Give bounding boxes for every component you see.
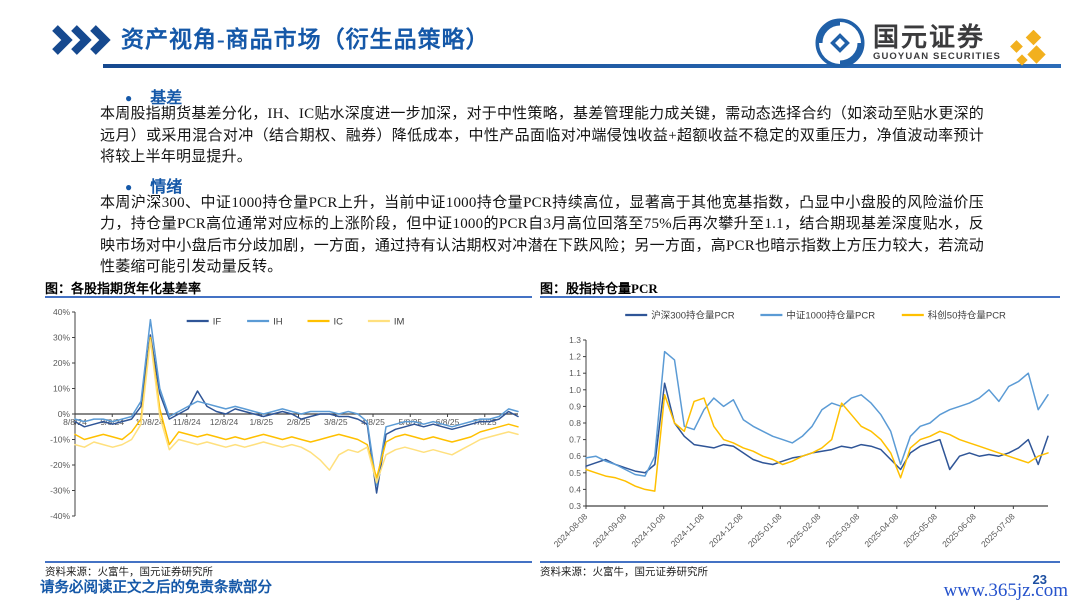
svg-text:0.5: 0.5: [569, 468, 581, 478]
logo-text-cn: 国元证券: [872, 22, 985, 52]
svg-text:2025-05-08: 2025-05-08: [901, 511, 939, 549]
svg-text:IM: IM: [394, 317, 405, 328]
company-logo: 国元证券 GUOYUAN SECURITIES: [814, 16, 1048, 70]
figure-pcr-source: 资料来源：火富牛，国元证券研究所: [540, 567, 708, 578]
svg-text:20%: 20%: [53, 358, 70, 368]
svg-text:2024-09-08: 2024-09-08: [590, 511, 628, 549]
svg-text:1/8/25: 1/8/25: [249, 417, 273, 427]
title-rule: [103, 64, 1061, 68]
svg-text:0.4: 0.4: [569, 484, 581, 494]
section-heading-label: 基差: [150, 90, 183, 107]
svg-text:12/8/24: 12/8/24: [210, 417, 239, 427]
svg-text:沪深300持仓量PCR: 沪深300持仓量PCR: [651, 310, 735, 322]
svg-text:IH: IH: [273, 317, 283, 328]
logo-diamonds-icon: [1010, 30, 1046, 66]
svg-text:2024-08-08: 2024-08-08: [552, 511, 590, 549]
svg-text:6/8/25: 6/8/25: [436, 417, 460, 427]
page-number: 23: [1032, 572, 1047, 587]
svg-text:IF: IF: [213, 317, 222, 328]
svg-text:1.2: 1.2: [569, 352, 581, 362]
svg-text:中证1000持仓量PCR: 中证1000持仓量PCR: [786, 310, 875, 322]
svg-text:1.1: 1.1: [569, 368, 581, 378]
figure-basis-title: 图：各股指期货年化基差率: [45, 281, 202, 296]
section-body-sentiment: 本周沪深300、中证1000持仓量PCR上升，当前中证1000持仓量PCR持续高…: [100, 194, 984, 276]
svg-text:1.3: 1.3: [569, 335, 581, 345]
svg-text:2024-10-08: 2024-10-08: [629, 511, 667, 549]
svg-text:-30%: -30%: [50, 486, 70, 496]
svg-text:2025-04-08: 2025-04-08: [862, 511, 900, 549]
section-heading-basis: ● 基差: [125, 84, 1042, 107]
svg-text:30%: 30%: [53, 333, 70, 343]
section-body-basis: 本周股指期货基差分化，IH、IC贴水深度进一步加深，对于中性策略，基差管理能力成…: [100, 106, 984, 165]
figure-basis-source: 资料来源：火富牛，国元证券研究所: [45, 567, 213, 578]
svg-text:2025-03-08: 2025-03-08: [824, 511, 862, 549]
svg-text:IC: IC: [334, 317, 344, 328]
watermark: www.365jz.com: [943, 580, 1068, 601]
svg-text:2024-11-08: 2024-11-08: [669, 511, 707, 549]
svg-text:1.0: 1.0: [569, 385, 581, 395]
bullet-icon: ●: [125, 179, 133, 194]
svg-text:-20%: -20%: [50, 460, 70, 470]
section-heading-label: 情绪: [150, 178, 183, 196]
bullet-icon: ●: [125, 91, 133, 105]
section-heading-sentiment: ● 情绪: [125, 173, 1042, 196]
figure-pcr-top-rule: [540, 296, 1060, 298]
svg-text:11/8/24: 11/8/24: [173, 417, 201, 427]
chevrons-icon: [52, 25, 111, 55]
svg-text:-10%: -10%: [50, 435, 70, 445]
svg-text:10%: 10%: [53, 384, 70, 394]
svg-text:3/8/25: 3/8/25: [324, 417, 348, 427]
pcr-chart: 0.3 0.4 0.5 0.6 0.7 0.8 0.9 1.0 1.1 1.2 1.3 2024-08…: [552, 310, 1049, 549]
svg-text:10/8/24: 10/8/24: [135, 417, 164, 427]
svg-text:0%: 0%: [58, 409, 71, 419]
figure-basis-bottom-rule: [45, 561, 532, 563]
svg-text:2/8/25: 2/8/25: [287, 417, 311, 427]
svg-text:0.7: 0.7: [569, 435, 581, 445]
logo-text: 国元证券 GUOYUAN SECURITIES: [872, 22, 1001, 62]
figure-basis: 图：各股指期货年化基差率 -40% -30% -20% -10% 0% 10% 20% 30%…: [45, 278, 532, 578]
figure-pcr: 图：股指持仓量PCR 0.3 0.4 0.5 0.6 0.7 0.8 0.9 1.0 1.1 1.…: [540, 278, 1060, 578]
svg-text:4/8/25: 4/8/25: [361, 417, 385, 427]
svg-text:-40%: -40%: [50, 511, 70, 521]
svg-text:0.6: 0.6: [569, 451, 581, 461]
page-title: 资产视角-商品市场（衍生品策略）: [121, 27, 490, 52]
basis-chart: -40%-30%-20%-10%0%10%20%30%40%8/8/24 9/8/…: [50, 307, 519, 521]
svg-text:2025-01-08: 2025-01-08: [746, 511, 784, 549]
svg-text:0.3: 0.3: [569, 501, 581, 511]
svg-text:40%: 40%: [53, 307, 70, 317]
svg-text:0.8: 0.8: [569, 418, 581, 428]
figure-basis-top-rule: [45, 296, 532, 298]
footer-disclaimer: 请务必阅读正文之后的免责条款部分: [40, 580, 272, 596]
svg-text:2024-12-08: 2024-12-08: [707, 511, 745, 549]
figure-pcr-title: 图：股指持仓量PCR: [540, 281, 658, 296]
content: ● 基差 本周股指期货基差分化，IH、IC贴水深度进一步加深，对于中性策略，基差…: [40, 84, 1042, 283]
svg-text:2025-06-08: 2025-06-08: [940, 511, 978, 549]
svg-text:科创50持仓量PCR: 科创50持仓量PCR: [928, 310, 1006, 322]
logo-mark-icon: [815, 18, 865, 68]
svg-text:2025-02-08: 2025-02-08: [785, 511, 823, 549]
svg-text:2025-07-08: 2025-07-08: [979, 511, 1017, 549]
logo-text-en: GUOYUAN SECURITIES: [872, 50, 1001, 62]
svg-text:0.9: 0.9: [569, 401, 581, 411]
figure-pcr-bottom-rule: [540, 561, 1060, 563]
